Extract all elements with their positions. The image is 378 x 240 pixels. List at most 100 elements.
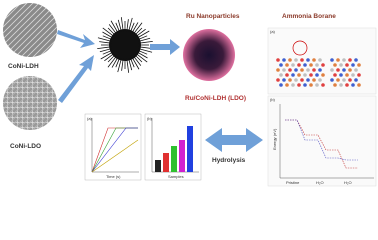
atom xyxy=(336,68,340,72)
atom xyxy=(348,78,352,82)
panel-label: (b) xyxy=(147,116,153,121)
atom xyxy=(294,78,298,82)
spike xyxy=(128,17,133,32)
spike xyxy=(129,22,135,33)
atom xyxy=(315,83,319,87)
atom xyxy=(288,78,292,82)
bar xyxy=(187,126,193,172)
spike xyxy=(137,35,148,41)
axis-label: Time (s) xyxy=(106,174,121,179)
label: Ru/CoNi-LDH (LDO) xyxy=(185,95,246,102)
atom xyxy=(312,78,316,82)
spike xyxy=(115,22,121,33)
spike xyxy=(126,58,130,73)
atom xyxy=(357,73,361,77)
label: Ru Nanoparticles xyxy=(186,13,240,20)
spike xyxy=(120,17,124,32)
spike xyxy=(137,49,148,55)
arrow xyxy=(150,39,180,55)
atom xyxy=(297,83,301,87)
spike xyxy=(115,57,121,68)
ru-ldh-particle xyxy=(183,29,235,81)
atom xyxy=(321,63,325,67)
atom xyxy=(330,68,334,72)
spike xyxy=(100,51,114,60)
atom xyxy=(288,58,292,62)
spike xyxy=(99,41,112,44)
spike xyxy=(97,37,112,42)
axis-label: Samples xyxy=(168,174,184,179)
atom xyxy=(321,83,325,87)
atom xyxy=(303,83,307,87)
atom xyxy=(303,73,307,77)
atom xyxy=(279,63,283,67)
spike xyxy=(111,56,119,68)
spike xyxy=(131,56,140,70)
spike xyxy=(102,49,113,55)
label: Hydrolysis xyxy=(212,157,246,164)
atom xyxy=(354,78,358,82)
panel-label: (a) xyxy=(270,29,276,34)
atom xyxy=(291,73,295,77)
atom xyxy=(354,58,358,62)
energy-panel xyxy=(267,95,377,187)
atom xyxy=(357,83,361,87)
atom xyxy=(345,73,349,77)
atom xyxy=(282,58,286,62)
spike xyxy=(138,40,153,44)
axis-label: H₂O xyxy=(344,180,352,185)
atom xyxy=(276,58,280,62)
atom xyxy=(342,78,346,82)
atom xyxy=(333,83,337,87)
atom xyxy=(309,83,313,87)
spike xyxy=(129,57,135,68)
atom xyxy=(351,83,355,87)
atom xyxy=(318,68,322,72)
spike xyxy=(126,19,129,32)
panel-label: (a) xyxy=(87,116,93,121)
spike xyxy=(121,58,124,71)
atom xyxy=(282,68,286,72)
axis-label: Pristine xyxy=(286,180,300,185)
atom xyxy=(291,63,295,67)
atom xyxy=(336,78,340,82)
spike xyxy=(138,37,151,42)
atom xyxy=(300,58,304,62)
atom xyxy=(351,73,355,77)
highlight xyxy=(292,40,308,56)
atom xyxy=(315,63,319,67)
atom xyxy=(339,63,343,67)
spike xyxy=(134,27,143,36)
spike xyxy=(133,55,142,66)
sem-image-ldo xyxy=(3,76,57,130)
sem-image-ldh xyxy=(3,3,57,57)
atom xyxy=(333,63,337,67)
atom xyxy=(357,63,361,67)
double-arrow xyxy=(205,128,263,152)
spike xyxy=(131,22,139,34)
atom xyxy=(342,58,346,62)
spike xyxy=(135,53,148,63)
structure-panel xyxy=(267,27,377,95)
atom xyxy=(345,63,349,67)
atom xyxy=(279,83,283,87)
atom xyxy=(351,63,355,67)
axis-label: Energy (eV) xyxy=(272,128,277,150)
atom xyxy=(333,73,337,77)
spike xyxy=(128,58,133,71)
urchin-particle xyxy=(97,17,153,73)
atom xyxy=(345,83,349,87)
bar xyxy=(171,146,177,172)
atom xyxy=(321,73,325,77)
label: CoNi-LDO xyxy=(10,143,41,150)
atom xyxy=(291,83,295,87)
spike xyxy=(134,54,143,63)
atom xyxy=(339,83,343,87)
atom xyxy=(312,58,316,62)
panel-label: (b) xyxy=(270,97,276,102)
atom xyxy=(336,58,340,62)
atom xyxy=(330,58,334,62)
atom xyxy=(285,83,289,87)
spike xyxy=(136,51,148,59)
spike xyxy=(133,22,143,35)
